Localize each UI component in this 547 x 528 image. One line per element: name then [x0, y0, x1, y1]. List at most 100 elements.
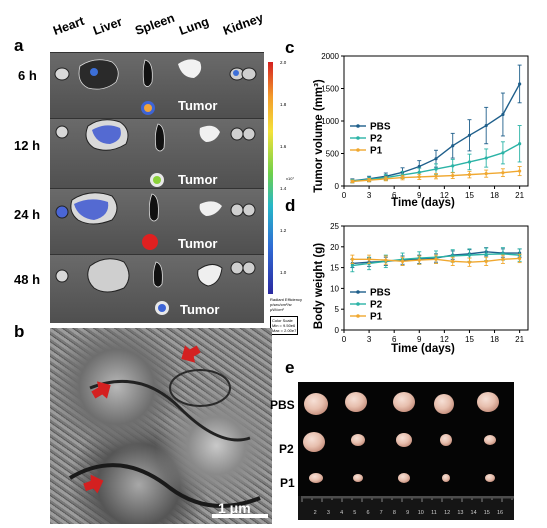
organ-label-heart: Heart — [51, 13, 87, 38]
x-tick-label: 3 — [367, 335, 372, 344]
ruler-number: 15 — [484, 510, 490, 516]
x-tick-label: 9 — [417, 335, 422, 344]
group-label-pbs: PBS — [270, 398, 295, 412]
d-xlabel: Time (days) — [391, 343, 455, 355]
c-ylabel: Tumor volume (mm³) — [313, 79, 325, 193]
colorbar-tick: 1.2 — [280, 228, 287, 233]
time-label-24h: 24 h — [14, 207, 41, 222]
caption-line: p/sec/cm²/sr — [270, 302, 292, 307]
time-label-12h: 12 h — [14, 138, 41, 153]
legend-marker — [356, 124, 360, 128]
organ-label-lung: Lung — [177, 14, 211, 39]
colorbar-caption: Radiant Efficiency p/sec/cm²/sr μW/cm² — [270, 297, 302, 312]
data-point — [501, 151, 505, 155]
organ-label-spleen: Spleen — [133, 10, 177, 38]
ruler-number: 11 — [431, 510, 437, 516]
legend-label: P2 — [370, 300, 383, 311]
caption-line: μW/cm² — [270, 307, 284, 312]
data-point — [400, 259, 405, 263]
data-point — [451, 144, 455, 148]
tumor-label-6h: Tumor — [178, 98, 218, 113]
colorbar-tick: 1.8 — [280, 102, 287, 107]
x-tick-label: 15 — [465, 335, 474, 344]
x-tick-label: 21 — [515, 335, 524, 344]
body-weight-chart: Body weight (g) Time (days) 0 3 6 9 12 15 18 21… — [313, 222, 529, 355]
x-tick-label: 18 — [490, 335, 499, 344]
data-point — [518, 82, 522, 86]
legend-label: PBS — [370, 122, 391, 133]
ruler-number: 13 — [457, 510, 463, 516]
y-tick-label: 2000 — [321, 52, 339, 61]
ruler-number: 16 — [497, 510, 503, 516]
time-label-6h: 6 h — [18, 68, 37, 83]
colorbar-tick: 1.6 — [280, 144, 287, 149]
data-point — [484, 252, 488, 256]
tumor-label-24h: Tumor — [178, 236, 218, 251]
panel-label-c: c — [285, 38, 295, 57]
data-point — [350, 263, 354, 268]
group-label-p2: P2 — [279, 442, 294, 456]
tem-overlay — [68, 345, 268, 518]
ruler-number: 14 — [471, 510, 477, 516]
legend-marker — [356, 302, 360, 306]
ruler-number: 3 — [327, 510, 330, 516]
y-tick-label: 1500 — [321, 85, 339, 94]
y-tick-label: 0 — [335, 182, 340, 191]
data-point — [434, 167, 438, 171]
x-tick-label: 6 — [392, 191, 397, 200]
data-point — [501, 171, 505, 175]
ruler-number: 8 — [393, 510, 396, 516]
panel-label-b: b — [14, 322, 25, 341]
ruler-number: 5 — [353, 510, 356, 516]
tumor-label-12h: Tumor — [178, 172, 218, 187]
data-point — [501, 112, 505, 117]
data-point — [518, 142, 522, 146]
x-tick-label: 18 — [490, 191, 499, 200]
ruler-number: 9 — [406, 510, 409, 516]
y-tick-label: 500 — [326, 150, 340, 159]
scale-line: Color Scale — [272, 318, 293, 323]
ruler-number: 12 — [444, 510, 450, 516]
x-tick-label: 0 — [342, 191, 347, 200]
plot-frame — [343, 225, 529, 331]
scale-line: Min = 9.50e6 — [272, 323, 296, 328]
x-tick-label: 12 — [440, 191, 449, 200]
legend-label: P1 — [370, 146, 383, 157]
colorbar-unit: x10⁷ — [286, 176, 294, 181]
data-point — [484, 259, 488, 263]
x-tick-label: 0 — [342, 335, 347, 344]
data-point — [367, 257, 371, 261]
legend-label: PBS — [370, 288, 391, 299]
group-label-p1: P1 — [280, 476, 295, 490]
organ-images — [54, 59, 257, 315]
x-tick-label: 12 — [440, 335, 449, 344]
data-point — [384, 177, 388, 181]
y-tick-label: 5 — [335, 305, 340, 314]
y-tick-label: 20 — [330, 243, 339, 252]
data-point — [367, 178, 371, 182]
c-xlabel: Time (days) — [391, 197, 455, 209]
legend-label: P2 — [370, 134, 383, 145]
tem-image — [50, 328, 272, 524]
data-point — [451, 174, 455, 178]
data-point — [417, 164, 421, 169]
data-point — [467, 253, 472, 257]
caption-line: Radiant Efficiency — [270, 297, 302, 302]
data-point — [467, 133, 472, 137]
data-point — [467, 160, 472, 164]
legend-label: P1 — [370, 312, 383, 323]
y-tick-label: 10 — [330, 284, 339, 293]
scale-line: Max = 2.00e7 — [272, 328, 297, 333]
tumor-label-48h: Tumor — [180, 302, 220, 317]
data-point — [451, 164, 455, 168]
data-point — [417, 175, 421, 179]
data-point — [467, 173, 472, 177]
colorbar-tick: 1.4 — [280, 186, 287, 191]
data-point — [518, 169, 522, 173]
x-tick-label: 21 — [515, 191, 524, 200]
data-point — [417, 170, 421, 174]
ruler-number: 2 — [314, 510, 317, 516]
data-point — [434, 257, 438, 261]
legend-marker — [356, 314, 360, 318]
data-point — [350, 179, 354, 184]
